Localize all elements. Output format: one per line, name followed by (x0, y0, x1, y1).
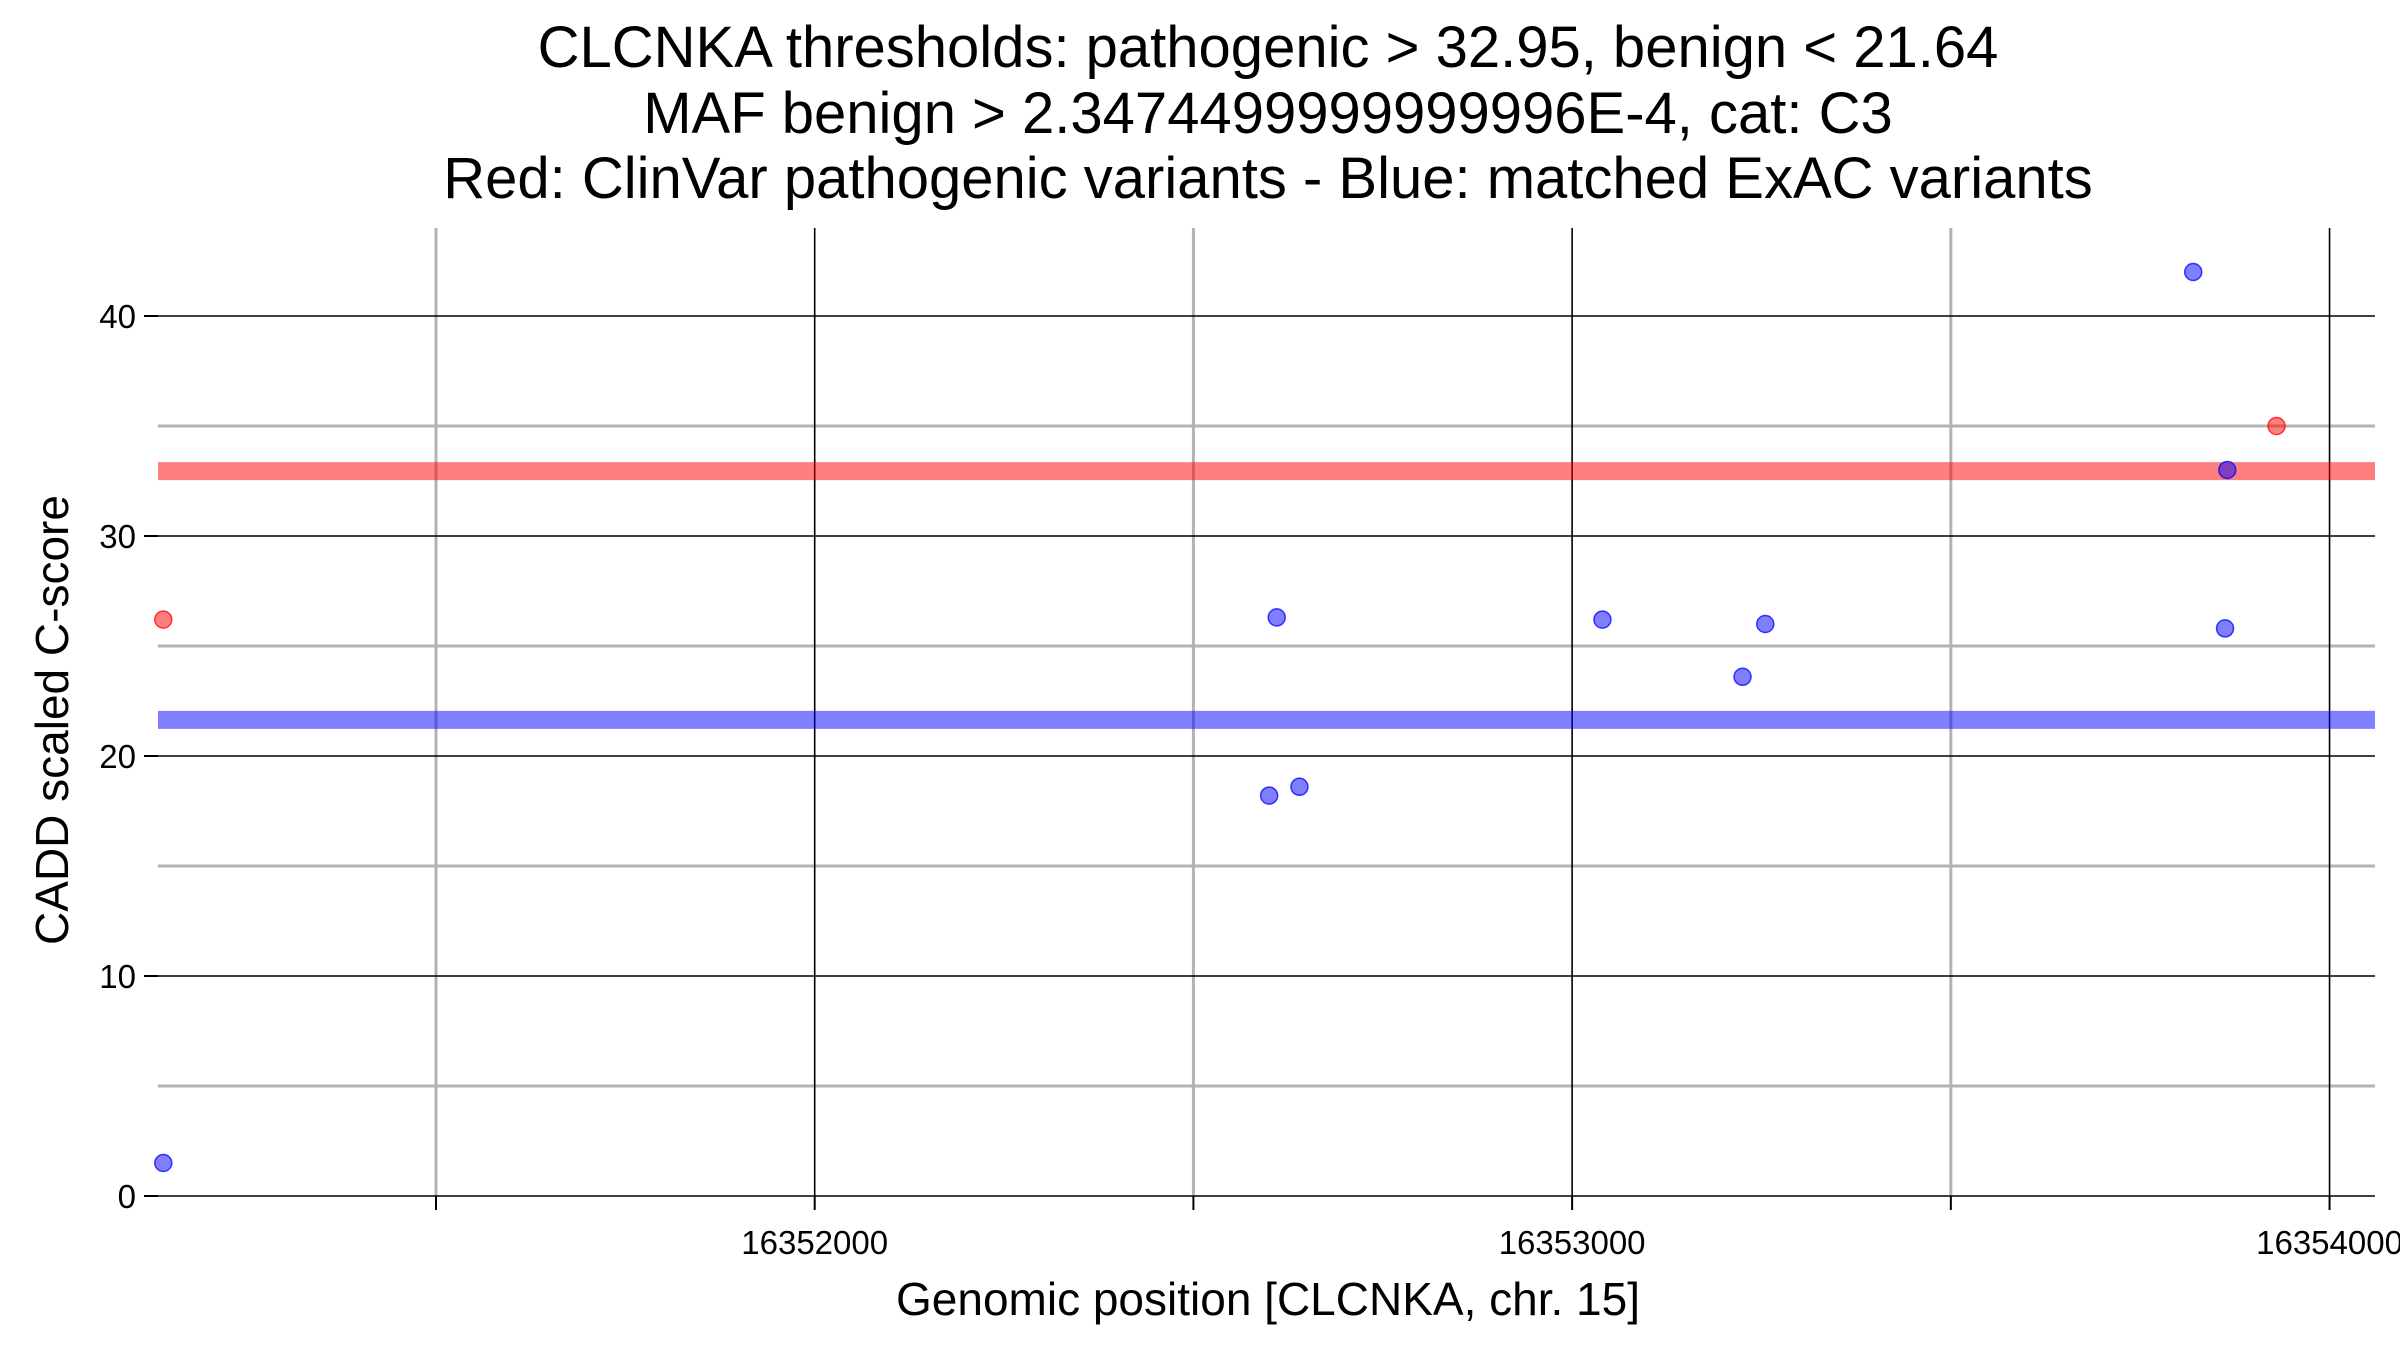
data-point-series-1 (2218, 460, 2237, 480)
data-points (154, 262, 2286, 1173)
x-tick-label: 16353000 (1499, 1224, 1646, 1261)
title-line-3: Red: ClinVar pathogenic variants - Blue:… (443, 146, 2093, 211)
y-tick-label: 20 (99, 738, 136, 775)
y-tick-label: 30 (99, 518, 136, 555)
data-point-series-0 (154, 610, 173, 629)
y-tick-label: 40 (99, 298, 136, 335)
data-point-series-1 (1267, 608, 1286, 627)
y-axis: 0 10 20 30 40 (99, 298, 158, 1215)
data-point-series-1 (1756, 614, 1775, 634)
data-point-series-1 (1290, 777, 1309, 797)
data-point-series-1 (1733, 667, 1752, 687)
threshold-lines (158, 462, 2375, 729)
data-point-series-1 (2215, 619, 2235, 638)
data-point-series-1 (154, 1153, 173, 1173)
x-axis-label: Genomic position [CLCNKA, chr. 15] (896, 1273, 1640, 1325)
data-point-series-0 (2267, 416, 2286, 436)
y-axis-label: CADD scaled C-score (26, 495, 78, 945)
data-point-series-1 (1593, 610, 1612, 629)
data-point-series-1 (2183, 262, 2203, 282)
title-line-1: CLCNKA thresholds: pathogenic > 32.95, b… (538, 15, 1999, 80)
x-tick-label: 16352000 (741, 1224, 888, 1261)
x-tick-label: 16354000 (2256, 1224, 2400, 1261)
y-tick-label: 10 (99, 958, 136, 995)
y-tick-label: 0 (118, 1178, 136, 1215)
data-point-series-1 (1259, 786, 1279, 805)
x-axis: 16352000 16353000 16354000 (434, 1196, 2400, 1261)
chart-title: CLCNKA thresholds: pathogenic > 32.95, b… (443, 15, 2093, 211)
title-line-2: MAF benign > 2.3474499999999996E-4, cat:… (643, 81, 1893, 146)
